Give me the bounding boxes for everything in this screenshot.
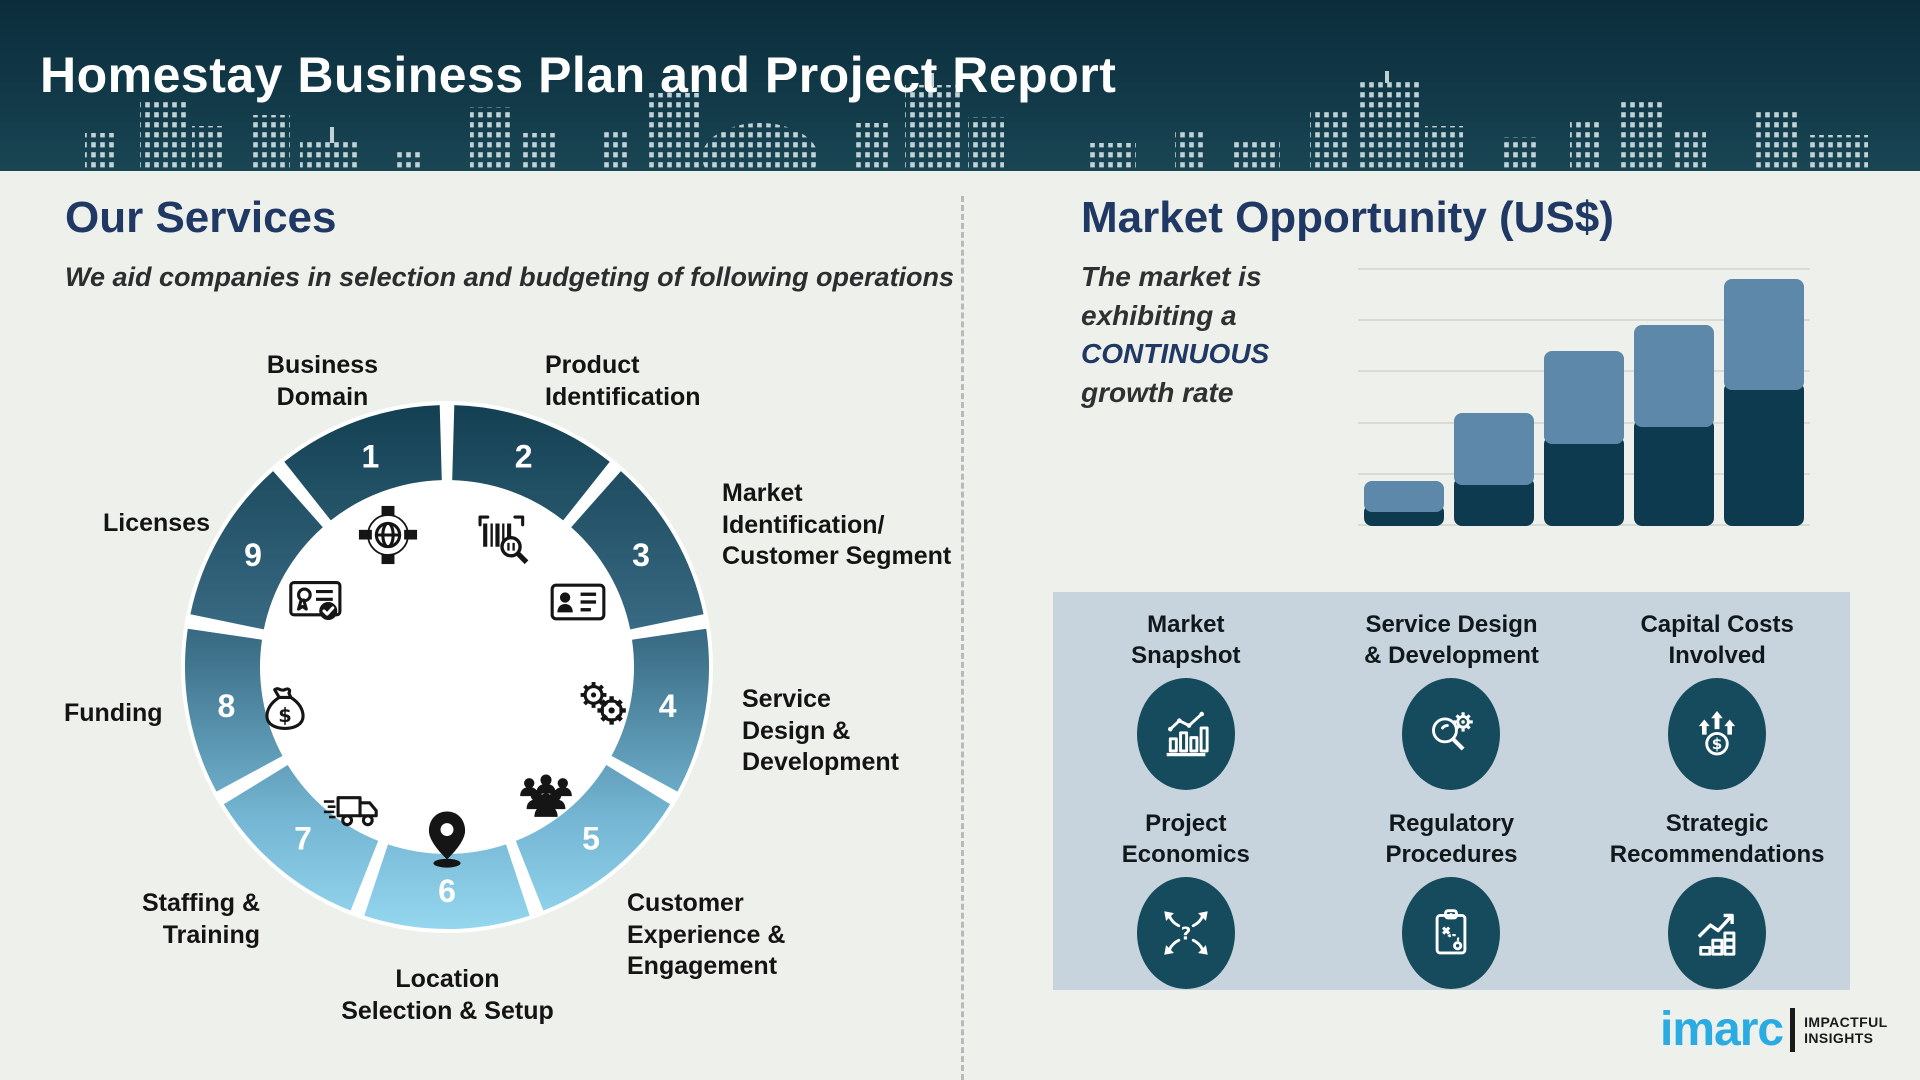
- wheel-number: 5: [582, 821, 600, 857]
- wheel-segment-2: [452, 405, 610, 521]
- logo-tagline-line2: INSIGHTS: [1804, 1030, 1874, 1046]
- market-snapshot-icon: [1136, 678, 1235, 790]
- delivery-truck-icon: [319, 776, 383, 840]
- certificate-icon: [284, 568, 348, 632]
- service-design-icon: [1402, 678, 1501, 790]
- bar-lower-segment: [1634, 419, 1714, 526]
- wheel-segment-9: [190, 471, 323, 630]
- panel-item-label: Capital Costs Involved: [1640, 611, 1794, 669]
- wheel-label-market: Market Identification/ Customer Segment: [722, 479, 952, 570]
- bar-lower-segment: [1544, 436, 1624, 526]
- wheel-label-customer: Customer Experience & Engagement: [627, 889, 786, 980]
- project-economics-icon: ?: [1136, 877, 1235, 989]
- wheel-number: 1: [362, 439, 380, 475]
- panel-item-regulatory: Regulatory Procedures: [1319, 791, 1585, 990]
- wheel-number: 4: [659, 688, 677, 724]
- wheel-segment-7: [223, 765, 379, 911]
- wheel-number: 6: [438, 873, 456, 909]
- market-note: The market is exhibiting a CONTINUOUS gr…: [1081, 258, 1371, 413]
- wheel-segment-1: [284, 405, 442, 521]
- market-growth-chart: [1358, 268, 1810, 526]
- market-note-highlight: CONTINUOUS: [1081, 338, 1270, 370]
- panel-item-project: Project Economics?: [1053, 791, 1319, 990]
- wheel-number: 2: [515, 439, 533, 475]
- bar-lower-segment: [1454, 477, 1534, 526]
- wheel-label-licenses: Licenses: [103, 509, 211, 537]
- our-services-title: Our Services: [65, 193, 337, 242]
- wheel-segment-3: [571, 471, 704, 630]
- bar-upper-segment: [1454, 413, 1534, 486]
- chart-bar-5: [1724, 278, 1804, 526]
- panel-item-label: Strategic Recommendations: [1609, 810, 1825, 868]
- panel-item-service-design: Service Design & Development: [1319, 592, 1585, 791]
- audience-icon: [514, 759, 578, 823]
- city-skyline-graphic: [85, 71, 1868, 171]
- bar-upper-segment: [1724, 278, 1804, 391]
- wheel-segment-4: [611, 628, 710, 792]
- services-wheel-graphic: 1 2 3 4 5 6 7 8 9: [181, 401, 713, 933]
- wheel-number: 8: [218, 688, 236, 724]
- wheel-label-funding: Funding: [64, 699, 163, 727]
- panel-item-market: Market Snapshot: [1053, 592, 1319, 791]
- chart-gridline: [1358, 268, 1810, 270]
- imarc-logo: imarc IMPACTFUL INSIGHTS: [1660, 1006, 1888, 1054]
- market-note-line: growth rate: [1081, 376, 1234, 408]
- wheel-number: 9: [244, 537, 262, 573]
- chart-bar-2: [1454, 413, 1534, 526]
- regulatory-procedures-icon: [1402, 877, 1501, 989]
- wheel-segment-5: [515, 765, 671, 911]
- bar-upper-segment: [1634, 325, 1714, 428]
- chart-bar-1: [1364, 481, 1444, 526]
- wheel-number: 3: [632, 537, 650, 573]
- wheel-label-location: Location Selection & Setup: [341, 965, 554, 1025]
- logo-divider-bar: [1790, 1008, 1796, 1052]
- svg-text:?: ?: [1181, 924, 1192, 945]
- services-wheel: 1 2 3 4 5 6 7 8 9: [177, 397, 717, 937]
- panel-item-capital-costs: Capital Costs Involved $: [1584, 592, 1850, 791]
- capital-costs-icon: $: [1668, 678, 1767, 790]
- location-pin-icon: [415, 806, 479, 870]
- svg-text:$: $: [278, 704, 291, 727]
- wheel-label-business: Business Domain: [266, 351, 379, 411]
- wheel-segment-8: [184, 628, 283, 792]
- wheel-segment-6: [364, 844, 530, 929]
- logo-tagline-line1: IMPACTFUL: [1804, 1013, 1888, 1030]
- header: Homestay Business Plan and Project Repor…: [0, 0, 1920, 171]
- our-services-subtitle: We aid companies in selection and budget…: [65, 262, 955, 292]
- page-title: Homestay Business Plan and Project Repor…: [40, 47, 1117, 103]
- market-opportunity-title: Market Opportunity (US$): [1081, 193, 1614, 242]
- bar-upper-segment: [1544, 350, 1624, 445]
- panel-item-label: Regulatory Procedures: [1385, 810, 1518, 868]
- wheel-number: 7: [294, 821, 312, 857]
- id-card-icon: [546, 570, 610, 634]
- logo-tagline: IMPACTFUL INSIGHTS: [1804, 1014, 1887, 1046]
- money-bag-icon: $: [253, 679, 317, 743]
- chart-gridline: [1358, 319, 1810, 322]
- svg-text:$: $: [1712, 735, 1723, 753]
- market-note-line: exhibiting a: [1081, 299, 1237, 331]
- strategic-recommendations-icon: [1668, 877, 1767, 989]
- bar-upper-segment: [1364, 481, 1444, 512]
- panel-item-strategic: Strategic Recommendations: [1584, 791, 1850, 990]
- gears-icon: [568, 672, 632, 736]
- barcode-scan-icon: [470, 507, 534, 571]
- imarc-logo-text: imarc: [1660, 1003, 1784, 1056]
- panel-item-label: Service Design & Development: [1364, 611, 1539, 669]
- wheel-label-staffing-: Staffing & Training: [141, 889, 260, 949]
- panel-item-label: Project Economics: [1121, 810, 1250, 868]
- market-note-line: The market is: [1081, 261, 1262, 292]
- section-divider: [961, 196, 964, 1080]
- bar-lower-segment: [1724, 382, 1804, 526]
- wheel-label-service: Service Design & Development: [742, 685, 899, 776]
- panel-item-label: Market Snapshot: [1131, 611, 1241, 669]
- chart-bar-4: [1634, 325, 1714, 526]
- wheel-label-product: Product Identification: [545, 351, 701, 411]
- chart-bar-3: [1544, 350, 1624, 526]
- market-services-panel: Market Snapshot Service Design & Developm…: [1053, 592, 1850, 990]
- network-globe-icon: [356, 503, 420, 567]
